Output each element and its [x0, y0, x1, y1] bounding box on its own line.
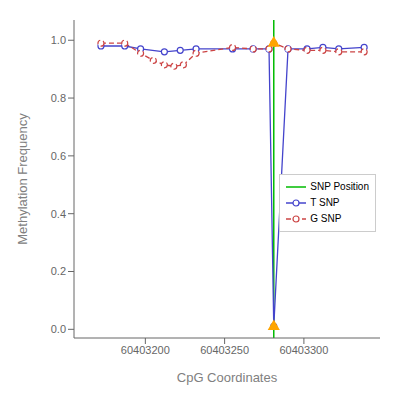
svg-text:CpG Coordinates: CpG Coordinates — [177, 370, 278, 385]
svg-text:0.8: 0.8 — [51, 92, 66, 104]
svg-text:0.0: 0.0 — [51, 323, 66, 335]
svg-text:60403300: 60403300 — [279, 344, 328, 356]
html-text:G SNP: G SNP — [310, 213, 342, 225]
svg-text:0.2: 0.2 — [51, 265, 66, 277]
html-text:T SNP: T SNP — [310, 197, 340, 209]
svg-text:60403200: 60403200 — [121, 344, 170, 356]
svg-text:0.4: 0.4 — [51, 208, 66, 220]
svg-text:60403250: 60403250 — [200, 344, 249, 356]
svg-text:Methylation Frequency: Methylation Frequency — [15, 113, 30, 245]
html-text:SNP Position: SNP Position — [310, 181, 369, 193]
svg-text:1.0: 1.0 — [51, 34, 66, 46]
svg-text:0.6: 0.6 — [51, 150, 66, 162]
